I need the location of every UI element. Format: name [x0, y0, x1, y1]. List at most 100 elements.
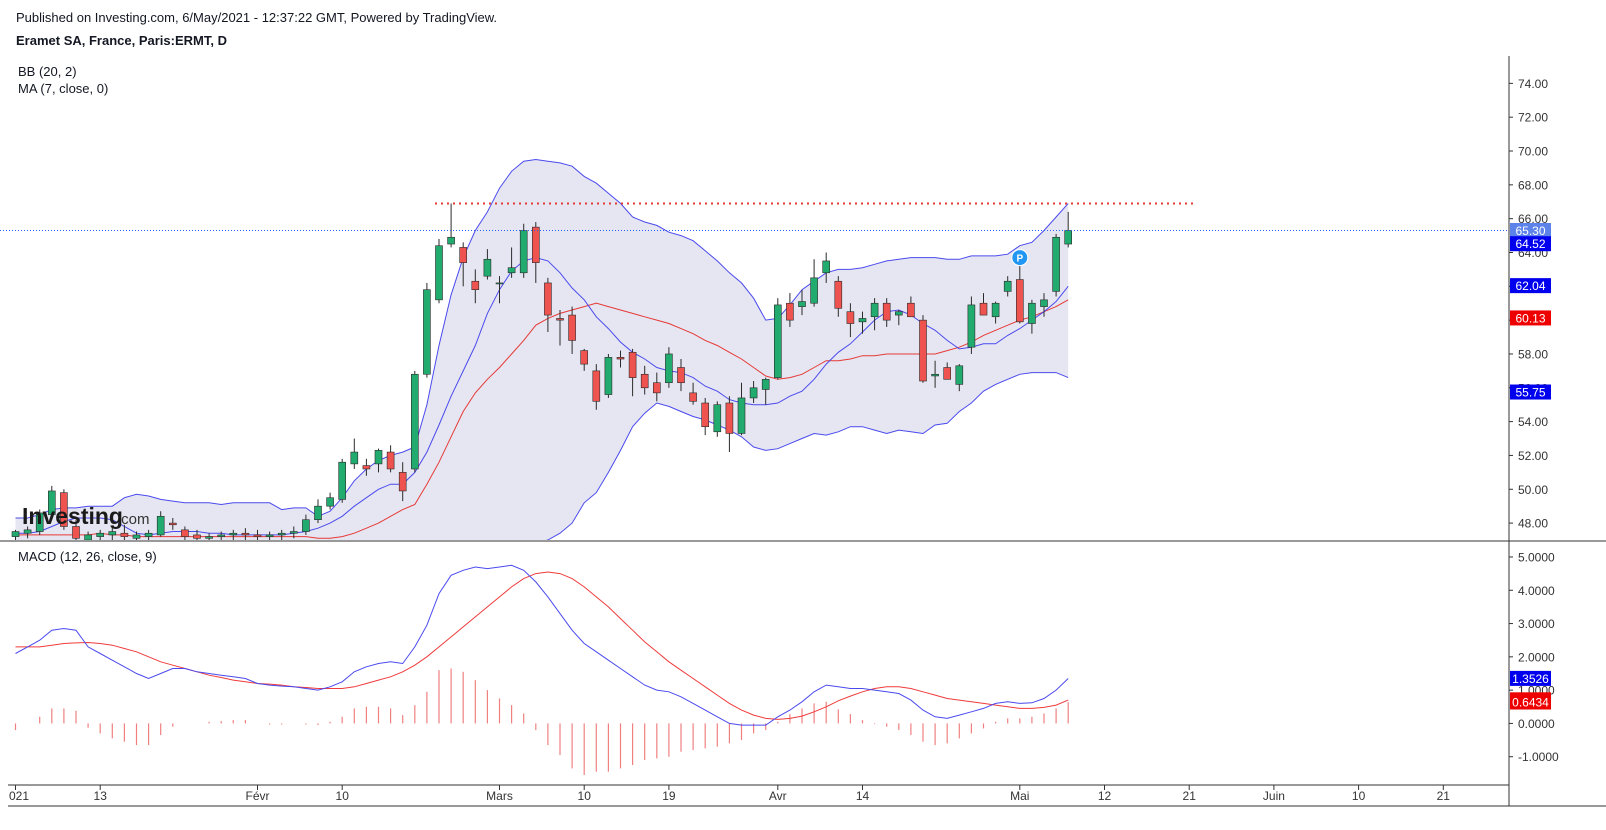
candle [277, 529, 286, 540]
candle [507, 247, 516, 278]
candle [253, 529, 262, 540]
candle [858, 311, 867, 334]
candle-body [398, 472, 407, 492]
candle-body [1064, 230, 1072, 245]
candle [761, 377, 770, 405]
candle [374, 448, 383, 473]
candle-body [919, 319, 927, 382]
macd-y-tick-label: 2.0000 [1518, 650, 1555, 664]
macd-value-tag: 1.3526 [1510, 670, 1551, 686]
candle [386, 445, 395, 473]
candle [628, 348, 637, 397]
candle [289, 526, 298, 539]
candle-body [72, 526, 80, 539]
candle-body [749, 387, 758, 399]
candle-body [713, 404, 722, 433]
x-tick-label: 21 [1183, 789, 1197, 803]
price-tag-text: 60.13 [1515, 311, 1545, 325]
candle [616, 350, 625, 368]
candle-body [169, 522, 177, 526]
candle-body [1052, 236, 1060, 292]
candle-body [882, 302, 891, 321]
macd-y-tick-label: 3.0000 [1518, 617, 1555, 631]
candle-body [677, 367, 685, 384]
x-tick-label: 021 [9, 789, 29, 803]
x-tick-label: 19 [662, 789, 676, 803]
candle [798, 289, 806, 316]
candle [822, 252, 831, 283]
candle-body [870, 302, 879, 318]
symbol-title: Eramet SA, France, Paris:ERMT, D [16, 33, 227, 48]
candle-body [604, 357, 613, 395]
candle-body [834, 280, 843, 309]
candle-body [967, 304, 976, 348]
candle-body [652, 382, 661, 394]
candle-body [350, 451, 359, 465]
price-tag-text: 55.75 [1515, 386, 1545, 400]
candle [35, 509, 44, 535]
price-tag-bg [1510, 236, 1551, 252]
price-tag: 60.13 [1510, 310, 1551, 326]
candle [1003, 276, 1012, 297]
candle [60, 489, 68, 530]
price-tag: 55.75 [1510, 384, 1551, 400]
candle [713, 401, 722, 437]
candle [773, 298, 782, 380]
y-tick-label: 70.00 [1518, 145, 1548, 159]
y-tick-label: 72.00 [1518, 111, 1548, 125]
y-tick-label: 74.00 [1518, 77, 1548, 91]
candle-body [459, 247, 468, 263]
candle-body [60, 492, 68, 527]
candle [592, 364, 601, 410]
published-credit: Published on Investing.com, 6/May/2021 -… [16, 10, 498, 25]
candle [556, 309, 564, 346]
candle-body [628, 351, 637, 378]
price-tag-text: 65.30 [1515, 224, 1545, 238]
macd-value-tag: 0.6434 [1510, 694, 1551, 710]
candle-body [689, 392, 697, 402]
y-tick-label: 58.00 [1518, 347, 1548, 361]
candle [205, 533, 213, 540]
candle-body [314, 505, 322, 521]
candle-body [362, 465, 371, 470]
logo-wordmark: Investing [22, 503, 123, 529]
candle-body [943, 367, 952, 380]
candle [483, 249, 492, 280]
candle-body [144, 532, 153, 537]
candle-body [592, 370, 601, 402]
candle [326, 492, 334, 510]
candle [471, 269, 480, 304]
candle [96, 529, 104, 540]
candle [834, 276, 843, 317]
reference-lines: P [0, 202, 1509, 267]
candle [193, 529, 201, 540]
candle [338, 458, 347, 503]
candle [943, 362, 952, 380]
candle [665, 347, 673, 388]
candle [737, 382, 746, 436]
candle-body [96, 532, 104, 537]
candle [580, 348, 589, 371]
candle-body [737, 397, 746, 434]
x-tick-label: 10 [336, 789, 350, 803]
candle-body [193, 534, 201, 539]
y-tick-label: 48.00 [1518, 517, 1548, 531]
macd-value-tag-text: 0.6434 [1512, 696, 1549, 710]
x-tick-label: 12 [1098, 789, 1112, 803]
y-tick-label: 50.00 [1518, 483, 1548, 497]
y-tick-label: 66.00 [1518, 212, 1548, 226]
candle [435, 238, 443, 304]
candle [991, 301, 1000, 324]
macd-value-tag-text: 1.3526 [1512, 672, 1549, 686]
x-tick-label: 14 [856, 789, 870, 803]
candle [931, 360, 939, 388]
candle-body [1040, 299, 1048, 307]
candle [156, 511, 165, 537]
candle-body [229, 532, 238, 536]
candle [265, 531, 274, 540]
candle [1052, 233, 1060, 297]
indicator-labels: BB (20, 2) MA (7, close, 0) MACD (12, 26… [18, 64, 157, 564]
candle-body [725, 402, 734, 434]
candle [979, 293, 988, 316]
moving-average [15, 257, 1069, 539]
